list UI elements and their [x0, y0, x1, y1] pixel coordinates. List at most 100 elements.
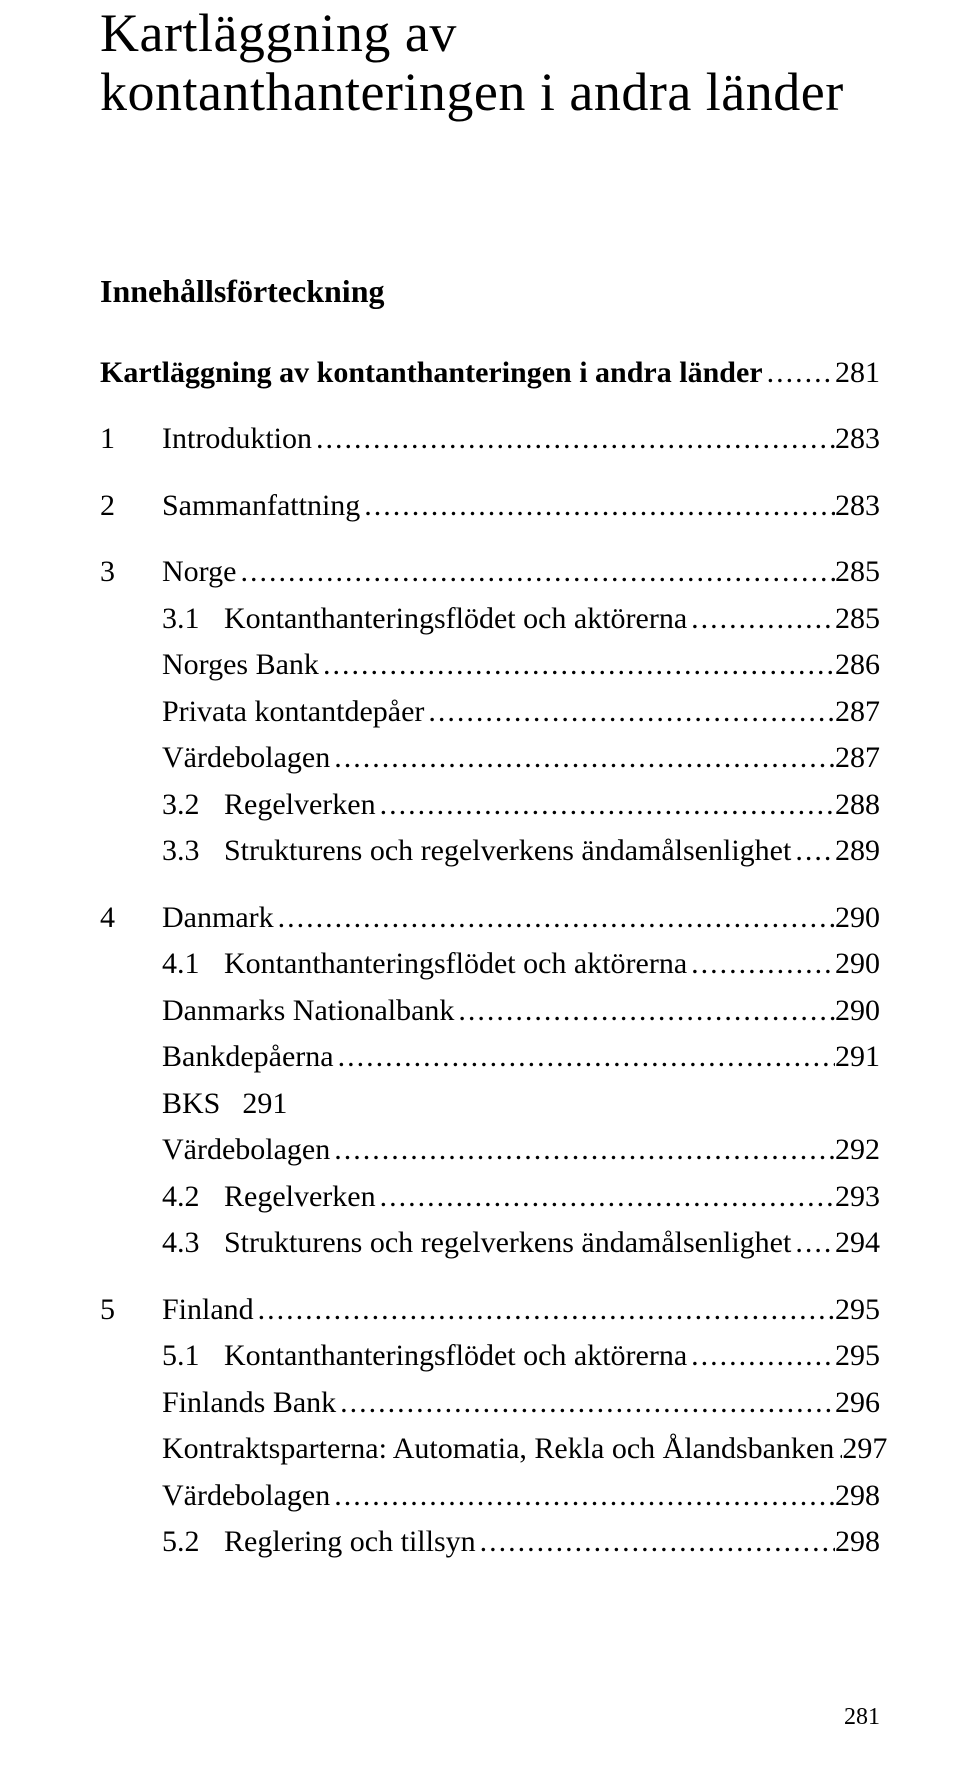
toc-subentry: 5.2 Reglering och tillsyn 298: [100, 1519, 880, 1566]
toc-num: 2: [100, 483, 162, 530]
toc-entry: 2 Sammanfattning 283: [100, 483, 880, 530]
toc-leader: [376, 1174, 835, 1221]
toc-label: Värdebolagen: [162, 1127, 330, 1174]
toc-label: Värdebolagen: [162, 1473, 330, 1520]
toc-subentry: Danmarks Nationalbank 290: [100, 988, 880, 1035]
toc-label: Kontraktsparterna: Automatia, Rekla och …: [162, 1426, 834, 1473]
toc-heading: Innehållsförteckning: [100, 273, 880, 310]
toc-leader: [834, 1426, 842, 1473]
toc-subentry: 4.2 Regelverken 293: [100, 1174, 880, 1221]
toc-page: 294: [835, 1220, 880, 1267]
toc-label: Introduktion: [162, 416, 312, 463]
toc-label: Danmark: [162, 895, 274, 942]
toc-label: Norge: [162, 549, 236, 596]
toc-subentry: Värdebolagen 298: [100, 1473, 880, 1520]
toc-page: 286: [835, 642, 880, 689]
toc-subentry: Norges Bank 286: [100, 642, 880, 689]
toc-leader: [360, 483, 835, 530]
toc-subnum: 3.2: [162, 782, 224, 829]
toc-subentry: 4.3 Strukturens och regelverkens ändamål…: [100, 1220, 880, 1267]
toc-label: Strukturens och regelverkens ändamålsenl…: [224, 1220, 791, 1267]
toc-leader: [763, 350, 835, 397]
toc-subnum: 4.1: [162, 941, 224, 988]
toc-label: Regelverken: [224, 782, 376, 829]
toc-label: Norges Bank: [162, 642, 319, 689]
toc-subentry: 3.1 Kontanthanteringsflödet och aktörern…: [100, 596, 880, 643]
toc-leader: [791, 828, 835, 875]
toc-page: 295: [835, 1333, 880, 1380]
toc-label: Regelverken: [224, 1174, 376, 1221]
toc-page: 285: [835, 549, 880, 596]
toc-label: Strukturens och regelverkens ändamålsenl…: [224, 828, 791, 875]
toc-page: 285: [835, 596, 880, 643]
toc-num: 5: [100, 1287, 162, 1334]
toc-label: Bankdepåerna: [162, 1034, 334, 1081]
toc-leader: [791, 1220, 835, 1267]
toc-subentry: Kontraktsparterna: Automatia, Rekla och …: [100, 1426, 880, 1473]
toc-label: Kartläggning av kontanthanteringen i and…: [100, 350, 763, 397]
toc-leader: [687, 596, 835, 643]
toc-subnum: 5.1: [162, 1333, 224, 1380]
toc-label: Kontanthanteringsflödet och aktörerna: [224, 596, 687, 643]
toc-label: Värdebolagen: [162, 735, 330, 782]
toc-subnum: 4.2: [162, 1174, 224, 1221]
toc-subnum: 3.1: [162, 596, 224, 643]
toc-page: 291: [242, 1081, 287, 1128]
toc-subentry: 5.1 Kontanthanteringsflödet och aktörern…: [100, 1333, 880, 1380]
toc-num: 1: [100, 416, 162, 463]
toc-label: Finland: [162, 1287, 254, 1334]
toc-entry-bold: Kartläggning av kontanthanteringen i and…: [100, 350, 880, 397]
document-title: Kartläggning av kontanthanteringen i and…: [100, 0, 880, 123]
toc-label: Sammanfattning: [162, 483, 360, 530]
toc-leader: [376, 782, 835, 829]
toc-subnum: 4.3: [162, 1220, 224, 1267]
toc-page: 288: [835, 782, 880, 829]
toc-label: Reglering och tillsyn: [224, 1519, 476, 1566]
toc-num: 3: [100, 549, 162, 596]
toc-label: Kontanthanteringsflödet och aktörerna: [224, 1333, 687, 1380]
toc-subnum: 3.3: [162, 828, 224, 875]
toc-page: 281: [835, 350, 880, 397]
table-of-contents: Kartläggning av kontanthanteringen i and…: [100, 350, 880, 1566]
toc-subentry: 3.2 Regelverken 288: [100, 782, 880, 829]
toc-page: 290: [835, 941, 880, 988]
toc-label: Danmarks Nationalbank: [162, 988, 454, 1035]
toc-subentry: Bankdepåerna 291: [100, 1034, 880, 1081]
toc-label: Kontanthanteringsflödet och aktörerna: [224, 941, 687, 988]
toc-leader: [312, 416, 835, 463]
toc-leader: [330, 1473, 835, 1520]
toc-leader: [236, 549, 835, 596]
toc-leader: [424, 689, 835, 736]
toc-page: 291: [835, 1034, 880, 1081]
toc-entry: 5 Finland 295: [100, 1287, 880, 1334]
toc-leader: [334, 1034, 835, 1081]
toc-page: 283: [835, 416, 880, 463]
toc-leader: [687, 1333, 835, 1380]
toc-page: 287: [835, 689, 880, 736]
toc-leader: [476, 1519, 835, 1566]
toc-page: 298: [835, 1473, 880, 1520]
toc-label: BKS: [162, 1081, 220, 1128]
toc-page: 298: [835, 1519, 880, 1566]
toc-subentry: 4.1 Kontanthanteringsflödet och aktörern…: [100, 941, 880, 988]
toc-subentry: Värdebolagen 287: [100, 735, 880, 782]
toc-page: 289: [835, 828, 880, 875]
toc-subentry: Finlands Bank 296: [100, 1380, 880, 1427]
toc-page: 290: [835, 895, 880, 942]
toc-leader: [274, 895, 835, 942]
toc-leader: [319, 642, 835, 689]
toc-page: 283: [835, 483, 880, 530]
toc-leader: [254, 1287, 835, 1334]
toc-page: 290: [835, 988, 880, 1035]
toc-leader: [454, 988, 835, 1035]
toc-subentry: Privata kontantdepåer 287: [100, 689, 880, 736]
toc-label: Privata kontantdepåer: [162, 689, 424, 736]
page-number: 281: [844, 1704, 880, 1731]
toc-page: 296: [835, 1380, 880, 1427]
toc-page: 287: [835, 735, 880, 782]
toc-leader: [330, 735, 835, 782]
toc-label: Finlands Bank: [162, 1380, 336, 1427]
toc-subentry-bks: BKS 291: [100, 1081, 880, 1128]
toc-page: 295: [835, 1287, 880, 1334]
toc-entry: 1 Introduktion 283: [100, 416, 880, 463]
